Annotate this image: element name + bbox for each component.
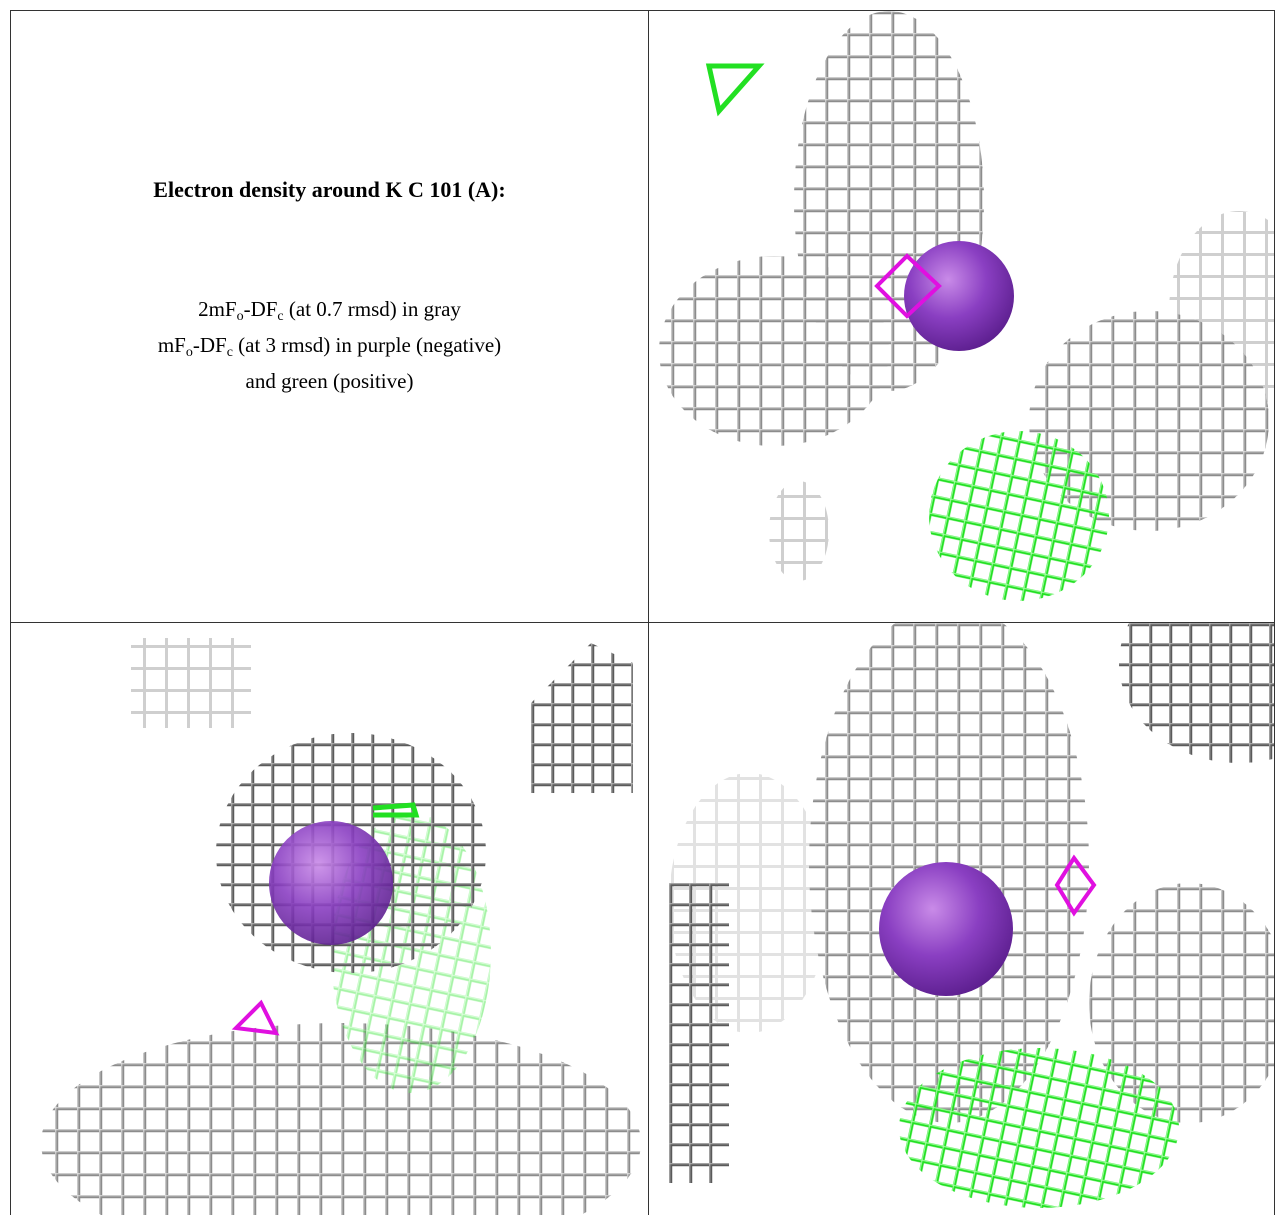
positive-mesh bbox=[899, 1048, 1179, 1208]
caption-text: (at 3 rmsd) in purple (negative) bbox=[233, 333, 501, 357]
caption-text: (at 0.7 rmsd) in gray bbox=[284, 297, 461, 321]
view-panel bbox=[648, 622, 1275, 1215]
atom-sphere bbox=[269, 821, 393, 945]
caption-line: 2mFo-DFc (at 0.7 rmsd) in gray bbox=[11, 295, 648, 331]
figure-title: Electron density around K C 101 (A): bbox=[11, 177, 648, 203]
positive-mesh bbox=[709, 66, 759, 111]
mesh bbox=[769, 481, 829, 581]
subscript: o bbox=[186, 345, 193, 360]
density-view bbox=[11, 623, 648, 1215]
figure: {"title": "Electron density around K C 1… bbox=[0, 0, 1275, 1215]
mesh bbox=[41, 1023, 641, 1215]
caption-text: -DF bbox=[193, 333, 227, 357]
subscript: o bbox=[237, 309, 244, 324]
positive-mesh bbox=[929, 431, 1109, 601]
mesh bbox=[531, 643, 633, 793]
caption-text: mF bbox=[158, 333, 186, 357]
mesh bbox=[1119, 623, 1275, 763]
atom-sphere bbox=[904, 241, 1014, 351]
density-view bbox=[649, 623, 1275, 1215]
caption-text: -DF bbox=[244, 297, 278, 321]
atom-sphere bbox=[879, 862, 1013, 996]
mesh bbox=[669, 883, 729, 1183]
caption-text: 2mF bbox=[198, 297, 237, 321]
view-panel bbox=[10, 622, 648, 1215]
page: html, body { margin: 0; padding: 0; back… bbox=[0, 0, 1275, 1215]
mesh bbox=[659, 256, 889, 446]
caption-line: and green (positive) bbox=[11, 367, 648, 396]
caption-text: and green (positive) bbox=[246, 369, 414, 393]
density-view bbox=[649, 11, 1275, 622]
mesh bbox=[131, 638, 251, 728]
view-panel bbox=[648, 10, 1275, 622]
caption-line: mFo-DFc (at 3 rmsd) in purple (negative) bbox=[11, 331, 648, 367]
text-cell: Electron density around K C 101 (A): 2mF… bbox=[10, 10, 648, 622]
